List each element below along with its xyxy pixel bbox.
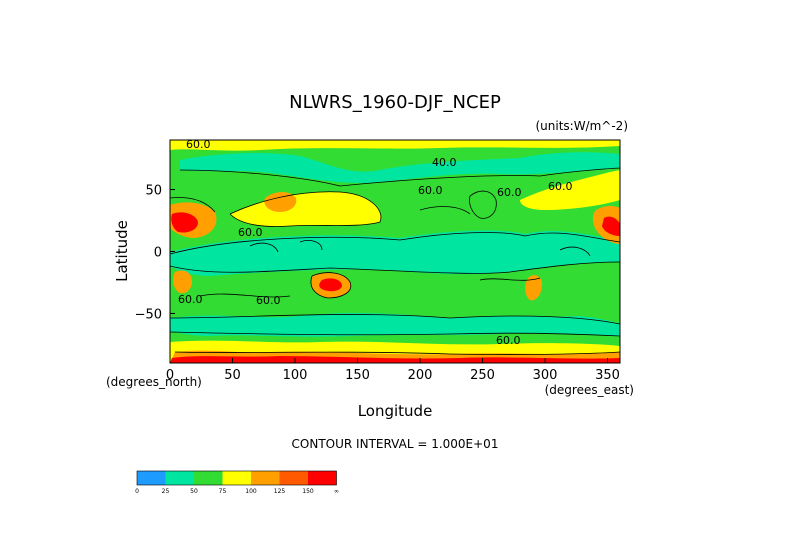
contour-label: 60.0: [418, 184, 443, 197]
colorbar-swatch: [222, 471, 251, 485]
x-tick-label: 100: [283, 368, 308, 383]
x-units-label: (degrees_east): [545, 383, 634, 397]
y-tick-label: 50: [145, 184, 162, 199]
contour-lines: [170, 167, 620, 355]
contour-interval-text: CONTOUR INTERVAL = 1.000E+01: [292, 437, 499, 451]
x-axis: 0 50 100 150 200 250 300 350: [166, 358, 620, 383]
colorbar-swatch: [194, 471, 223, 485]
colorbar-label: 0: [135, 488, 139, 495]
mexico-core: [602, 216, 620, 236]
colorbar-swatch: [165, 471, 194, 485]
y-tick-label: −50: [135, 307, 162, 322]
x-tick-label: 0: [166, 368, 174, 383]
contour-label: 40.0: [432, 156, 457, 169]
x-tick-label: 200: [408, 368, 433, 383]
arctic-yellow: [170, 140, 620, 151]
colorbar-label: 150: [302, 488, 314, 495]
contour-label: 60.0: [496, 334, 521, 347]
colorbar-label: 25: [162, 488, 170, 495]
colorbar-label: ∞: [334, 488, 339, 495]
sahara-core: [171, 212, 198, 233]
tibet-high: [264, 192, 297, 212]
x-axis-title: Longitude: [358, 402, 433, 420]
colorbar-swatch: [137, 471, 166, 485]
patagonia-high: [525, 275, 542, 301]
tropical-pacific-low: [170, 230, 620, 276]
y-tick-label: 0: [154, 246, 162, 261]
australia-core: [319, 278, 342, 292]
contour-label: 60.0: [186, 138, 211, 151]
contour-label: 60.0: [238, 226, 263, 239]
y-units-label: (degrees_north): [106, 375, 202, 389]
colorbar-swatch: [279, 471, 308, 485]
plot-area: 60.0 60.0 60.0 60.0 60.0 60.0 60.0 60.0 …: [170, 138, 620, 363]
colorbar-label: 50: [190, 488, 198, 495]
colorbar-swatch: [308, 471, 337, 485]
x-tick-label: 150: [345, 368, 370, 383]
x-tick-label: 350: [595, 368, 620, 383]
east-pacific-yellow: [520, 170, 620, 210]
colorbar-label: 100: [245, 488, 257, 495]
y-axis: −50 0 50: [135, 184, 175, 322]
contour-label: 60.0: [548, 180, 573, 193]
colorbar-label: 75: [219, 488, 227, 495]
x-tick-label: 300: [533, 368, 558, 383]
colorbar-swatch: [251, 471, 280, 485]
contour-label: 60.0: [178, 293, 203, 306]
units-label: (units:W/m^-2): [535, 119, 628, 133]
chart-title: NLWRS_1960-DJF_NCEP: [289, 92, 501, 113]
colorbar: 0 25 50 75 100 125 150 ∞: [135, 470, 339, 495]
x-tick-label: 50: [224, 368, 241, 383]
mid-atlantic-low: [180, 152, 620, 183]
contour-label-group: 60.0 60.0 60.0 60.0 60.0 60.0 60.0 60.0 …: [178, 138, 573, 347]
contour-label: 60.0: [256, 294, 281, 307]
contour-label: 60.0: [497, 186, 522, 199]
antarctic-core: [170, 356, 620, 363]
southern-ocean-low: [170, 312, 620, 337]
x-tick-label: 250: [470, 368, 495, 383]
y-axis-title: Latitude: [113, 220, 131, 282]
namibia-high: [173, 270, 192, 294]
colorbar-frame: [136, 470, 337, 486]
colorbar-label: 125: [274, 488, 286, 495]
